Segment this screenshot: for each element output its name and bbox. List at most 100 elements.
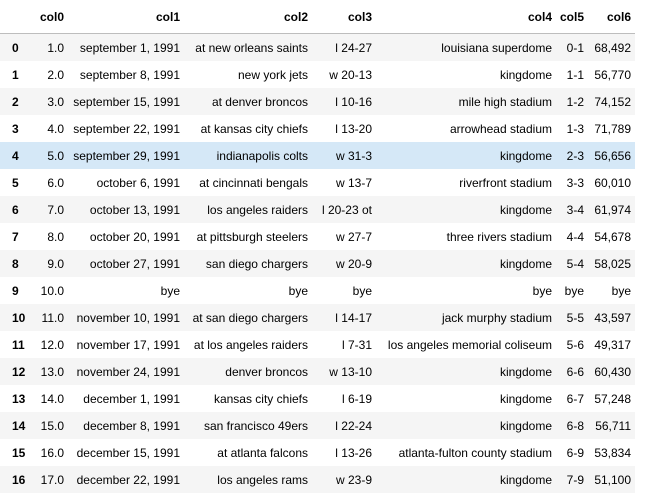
table-cell-col2: san diego chargers xyxy=(205,256,308,271)
table-row[interactable]: 5 6.0 october 6, 1991 at cincinnati bengals… xyxy=(0,169,636,196)
table-cell-col2: denver broncos xyxy=(225,364,308,379)
column-header-col3[interactable]: col3 xyxy=(312,0,376,34)
table-cell-col1: october 27, 1991 xyxy=(89,256,180,271)
row-index: 7 xyxy=(12,229,19,244)
row-index: 13 xyxy=(12,391,26,406)
table-cell-col0: 2.0 xyxy=(47,67,64,82)
table-cell-col5: 5-5 xyxy=(566,310,585,325)
table-row[interactable]: 13 14.0 december 1, 1991 kansas city chiefs… xyxy=(0,385,636,412)
column-header-col1[interactable]: col1 xyxy=(68,0,184,34)
table-row[interactable]: 1 2.0 september 8, 1991 new york jets w 20-1… xyxy=(0,61,636,88)
table-cell-col5: 6-6 xyxy=(566,364,585,379)
table-cell-col3: l 6-19 xyxy=(341,391,372,406)
table-row[interactable]: 11 12.0 november 17, 1991 at los angeles ra… xyxy=(0,331,636,358)
column-header-col0[interactable]: col0 xyxy=(34,0,68,34)
table-cell-col0: 11.0 xyxy=(41,310,64,325)
row-index: 3 xyxy=(12,121,19,136)
table-cell-col1: december 22, 1991 xyxy=(76,472,180,487)
table-row[interactable]: 4 5.0 september 29, 1991 indianapolis colts… xyxy=(0,142,636,169)
table-row[interactable]: 15 16.0 december 15, 1991 at atlanta falcon… xyxy=(0,439,636,466)
table-cell-col5: 5-6 xyxy=(566,337,585,352)
table-cell-col5: 1-1 xyxy=(566,67,585,82)
table-cell-col0: 17.0 xyxy=(40,472,64,487)
table-cell-col5: bye xyxy=(564,283,585,298)
table-row[interactable]: 3 4.0 september 22, 1991 at kansas city chi… xyxy=(0,115,636,142)
table-cell-col1: september 1, 1991 xyxy=(79,40,180,55)
table-row[interactable]: 9 10.0 bye bye bye bye bye bye xyxy=(0,277,636,304)
table-cell-col1: september 29, 1991 xyxy=(73,148,180,163)
row-index: 15 xyxy=(12,445,26,460)
table-cell-col6: 54,678 xyxy=(594,229,632,244)
table-row[interactable]: 12 13.0 november 24, 1991 denver broncos w 1… xyxy=(0,358,636,385)
table-cell-col2: at new orleans saints xyxy=(195,40,308,55)
row-index: 14 xyxy=(12,418,26,433)
table-cell-col6: 60,010 xyxy=(594,175,632,190)
table-row[interactable]: 6 7.0 october 13, 1991 los angeles raiders l… xyxy=(0,196,636,223)
table-cell-col6: 56,770 xyxy=(594,67,632,82)
table-cell-col3: w 20-9 xyxy=(335,256,372,271)
table-row[interactable]: 7 8.0 october 20, 1991 at pittsburgh steele… xyxy=(0,223,636,250)
table-cell-col1: december 8, 1991 xyxy=(83,418,180,433)
table-cell-col4: kingdome xyxy=(499,148,552,163)
index-header xyxy=(0,0,34,34)
table-cell-col3: bye xyxy=(352,283,372,298)
table-cell-col3: l 24-27 xyxy=(335,40,372,55)
table-cell-col3: w 31-3 xyxy=(335,148,372,163)
table-cell-col4: kingdome xyxy=(499,202,552,217)
table-cell-col1: december 15, 1991 xyxy=(76,445,180,460)
table-cell-col6: 74,152 xyxy=(594,94,632,109)
table-cell-col1: november 17, 1991 xyxy=(76,337,180,352)
table-cell-col0: 4.0 xyxy=(47,121,64,136)
table-cell-col1: december 1, 1991 xyxy=(83,391,180,406)
table-cell-col6: 60,430 xyxy=(594,364,632,379)
table-cell-col0: 9.0 xyxy=(47,256,64,271)
table-cell-col1: october 6, 1991 xyxy=(96,175,180,190)
table-cell-col5: 4-4 xyxy=(566,229,585,244)
table-cell-col3: w 13-10 xyxy=(329,364,372,379)
table-cell-col3: l 7-31 xyxy=(341,337,372,352)
table-cell-col5: 3-4 xyxy=(566,202,585,217)
table-cell-col0: 3.0 xyxy=(47,94,64,109)
table-cell-col2: at kansas city chiefs xyxy=(200,121,308,136)
table-cell-col0: 7.0 xyxy=(47,202,64,217)
table-cell-col6: 53,834 xyxy=(594,445,632,460)
table-cell-col2: at denver broncos xyxy=(211,94,308,109)
table-row[interactable]: 14 15.0 december 8, 1991 san francisco 49er… xyxy=(0,412,636,439)
table-row[interactable]: 0 1.0 september 1, 1991 at new orleans sain… xyxy=(0,33,636,61)
table-cell-col4: kingdome xyxy=(499,67,552,82)
row-index: 0 xyxy=(12,40,19,55)
column-header-col6[interactable]: col6 xyxy=(588,0,636,34)
table-row[interactable]: 8 9.0 october 27, 1991 san diego chargers w … xyxy=(0,250,636,277)
table-cell-col6: 56,656 xyxy=(594,148,632,163)
table-cell-col5: 2-3 xyxy=(566,148,585,163)
table-cell-col2: new york jets xyxy=(237,67,308,82)
row-index: 5 xyxy=(12,175,19,190)
column-header-col4[interactable]: col4 xyxy=(376,0,556,34)
row-index: 10 xyxy=(12,310,26,325)
table-cell-col0: 8.0 xyxy=(47,229,64,244)
column-header-col5[interactable]: col5 xyxy=(556,0,589,34)
table-row[interactable]: 2 3.0 september 15, 1991 at denver broncos l… xyxy=(0,88,636,115)
table-cell-col0: 12.0 xyxy=(40,337,64,352)
table-cell-col0: 6.0 xyxy=(47,175,64,190)
table-cell-col4: mile high stadium xyxy=(458,94,552,109)
table-row[interactable]: 10 11.0 november 10, 1991 at san diego char… xyxy=(0,304,636,331)
column-header-col2[interactable]: col2 xyxy=(184,0,312,34)
table-cell-col0: 13.0 xyxy=(40,364,64,379)
table-cell-col6: 61,974 xyxy=(594,202,632,217)
table-cell-col2: san francisco 49ers xyxy=(203,418,308,433)
table-row[interactable]: 16 17.0 december 22, 1991 los angeles rams w… xyxy=(0,466,636,493)
table-cell-col4: bye xyxy=(532,283,552,298)
table-cell-col2: at los angeles raiders xyxy=(193,337,308,352)
table-cell-col4: kingdome xyxy=(499,256,552,271)
table-cell-col4: kingdome xyxy=(499,472,552,487)
row-index: 6 xyxy=(12,202,19,217)
table-cell-col1: november 10, 1991 xyxy=(76,310,180,325)
table-cell-col4: jack murphy stadium xyxy=(441,310,552,325)
table-cell-col2: at atlanta falcons xyxy=(217,445,308,460)
table-cell-col5: 7-9 xyxy=(566,472,585,487)
table-cell-col0: 1.0 xyxy=(47,40,64,55)
table-cell-col3: l 14-17 xyxy=(335,310,372,325)
table-cell-col5: 6-9 xyxy=(566,445,585,460)
row-index: 11 xyxy=(12,337,25,352)
